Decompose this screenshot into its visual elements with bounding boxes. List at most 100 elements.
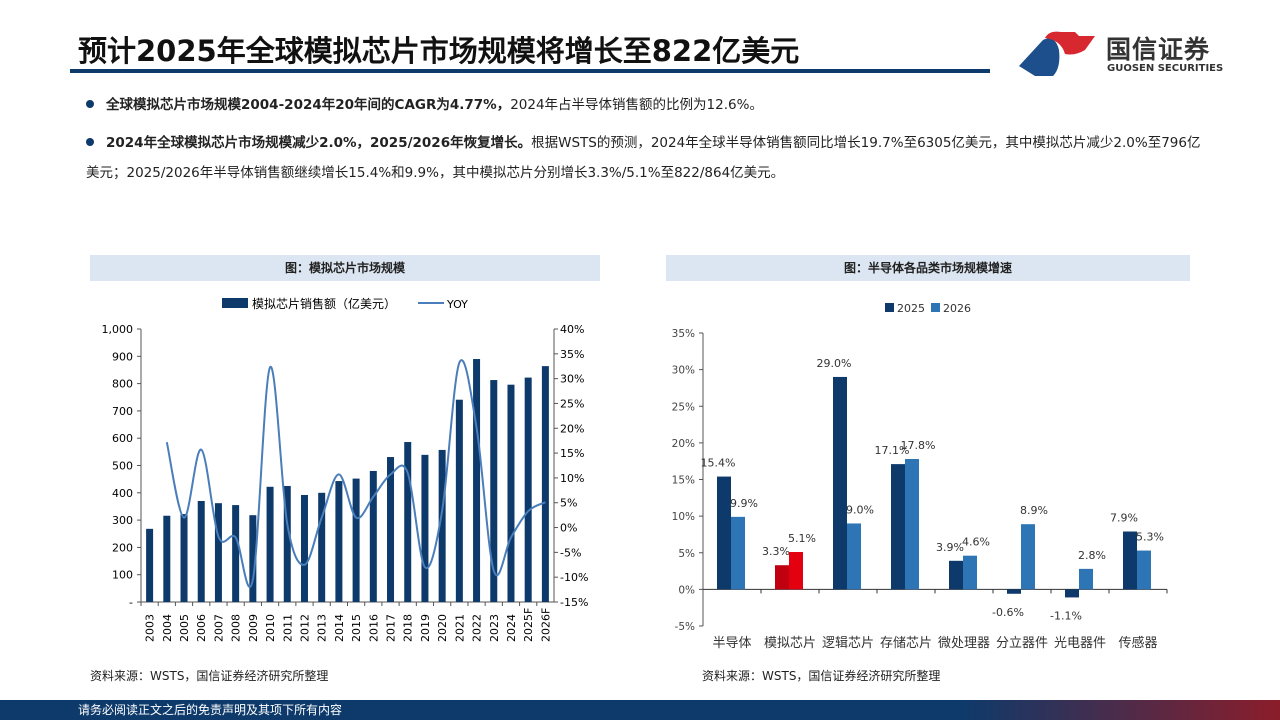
x-tick-label: 2023 [488,614,501,642]
source-left: 资料来源：WSTS，国信证券经济研究所整理 [90,669,329,683]
x-tick-label: 2022 [471,614,484,642]
bar-2025-光电器件 [1065,589,1079,598]
guosen-logo [1019,31,1095,76]
logo-text-en: GUOSEN SECURITIES [1107,63,1224,74]
bullet-text: 根据WSTS的预测，2024年全球半导体销售额同比增长19.7%至6305亿美元… [86,135,1201,181]
y-tick-label: 800 [112,378,133,391]
x-tick-label: 2008 [230,614,243,642]
data-label: 3.3% [762,545,790,558]
bar-2026-光电器件 [1079,568,1093,590]
y-tick-label: 100 [112,569,133,582]
y2-tick-label: 15% [560,447,584,460]
data-label: 17.1% [875,444,910,457]
x-tick-label: 2014 [333,614,346,642]
bar-2026-微处理器 [963,555,977,590]
y2-tick-label: 20% [560,422,584,435]
bar-2014 [335,481,343,602]
data-label: 7.9% [1110,512,1138,525]
y-tick-label: 700 [112,405,133,418]
x-tick-label: 微处理器 [938,636,990,651]
bar-2019 [421,454,429,602]
bullet-dot [86,100,94,108]
y-tick-label: 400 [112,487,133,500]
bar-2026-半导体 [731,516,745,590]
data-label: 15.4% [701,457,736,470]
bar-2015 [352,478,360,602]
legend-bar-label: 模拟芯片销售额（亿美元） [252,296,396,311]
x-tick-label: 分立器件 [996,636,1048,651]
x-tick-label: 存储芯片 [880,636,932,651]
data-label: 5.1% [788,532,816,545]
bar-2026-分立器件 [1021,524,1035,590]
legend-label-2025: 2025 [897,302,925,315]
data-label: 8.9% [1020,504,1048,517]
title-underline [70,69,990,73]
bar-2005 [180,514,188,602]
bar-2016 [369,470,377,602]
x-tick-label: 半导体 [712,636,751,651]
bar-2008 [232,505,240,602]
data-label: 17.8% [901,439,936,452]
x-tick-label: 2003 [144,614,157,642]
legend-bar-swatch [222,298,248,308]
x-tick-label: 2017 [385,614,398,642]
bar-2013 [318,492,326,602]
y-tick-label: -5% [675,621,695,633]
bar-2018 [404,442,412,602]
bar-2022 [473,359,481,602]
x-tick-label: 2025F [522,608,535,642]
bar-2025-模拟芯片 [775,565,789,590]
y-tick-label: 0% [678,584,695,596]
bar-2025-存储芯片 [891,464,905,590]
bar-2025F [524,377,532,602]
footer-disclaimer: 请务必阅读正文之后的免责声明及其项下所有内容 [0,700,1280,720]
x-tick-label: 传感器 [1118,635,1157,651]
y2-tick-label: -5% [560,546,581,559]
x-tick-label: 2013 [316,614,329,642]
data-label: 3.9% [936,541,964,554]
x-tick-label: 2010 [264,614,277,642]
bullet-2: 2024年全球模拟芯片市场规模减少2.0%，2025/2026年恢复增长。根据W… [86,128,1206,188]
x-tick-label: 2015 [350,614,363,642]
y-tick-label: 200 [112,541,133,554]
y-tick-label: 35% [672,328,695,340]
x-tick-label: 2019 [419,614,432,642]
x-tick-label: 2026F [539,608,552,642]
bullet-dot [86,138,94,146]
bar-2025-分立器件 [1007,589,1021,594]
data-label: 9.0% [846,503,874,516]
y-tick-label: 15% [672,475,695,487]
y2-tick-label: -15% [560,596,588,609]
data-label: -0.6% [992,606,1024,619]
bullet-text: 2024年占半导体销售额的比例为12.6%。 [510,97,763,113]
y-tick-label: 500 [112,460,133,473]
bar-2025-半导体 [717,476,731,590]
data-label: 29.0% [817,357,852,370]
logo-text-cn: 国信证券 [1106,35,1211,64]
y2-tick-label: 40% [560,323,584,336]
x-tick-label: 2024 [505,614,518,642]
y-tick-label: 10% [672,511,695,523]
y2-tick-label: 0% [560,522,577,535]
data-label: -1.1% [1050,609,1082,622]
bar-2007 [214,503,222,602]
x-tick-label: 2021 [453,614,466,642]
y-tick-label: 30% [672,365,695,377]
x-tick-label: 2004 [161,614,174,642]
x-tick-label: 2009 [247,614,260,642]
bar-2026F [541,366,549,602]
bar-2025-逻辑芯片 [833,376,847,590]
bullet-bold: 全球模拟芯片市场规模2004-2024年20年间的CAGR为4.77%， [106,97,511,113]
bar-2026-逻辑芯片 [847,523,861,590]
bar-2010 [266,486,274,602]
y2-tick-label: 25% [560,397,584,410]
y-tick-label: 25% [672,401,695,413]
data-label: 4.6% [962,536,990,549]
legend-swatch-2025 [885,303,894,312]
x-tick-label: 2006 [195,614,208,642]
x-tick-label: 模拟芯片 [764,636,816,651]
bar-2025-传感器 [1123,531,1137,590]
bar-2004 [163,515,171,602]
y2-tick-label: 30% [560,373,584,386]
bar-2017 [387,457,395,602]
